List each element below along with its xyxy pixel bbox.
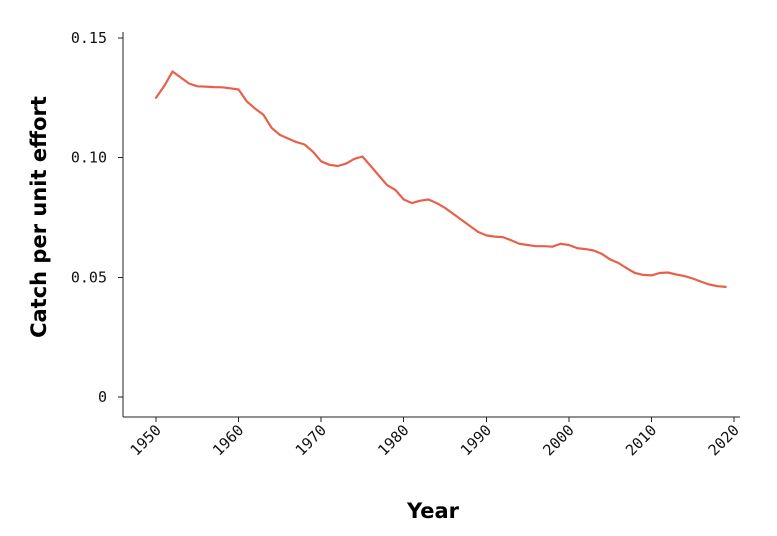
x-tick-label: 2010	[622, 421, 660, 459]
y-axis-title: Catch per unit effort	[27, 96, 51, 338]
x-tick-label: 1980	[374, 421, 412, 459]
x-tick-label: 1960	[209, 421, 247, 459]
x-axis: 1950 1960 1970 1980 1990 2000 2010 2020	[123, 416, 743, 459]
y-tick-label: 0.10	[71, 149, 107, 167]
x-tick-label: 1950	[127, 421, 165, 459]
plot-area	[154, 70, 727, 288]
x-axis-title: Year	[406, 499, 460, 523]
x-tick-label: 2000	[539, 421, 577, 459]
series-line	[154, 70, 727, 288]
x-tick-label: 1970	[292, 421, 330, 459]
y-axis: 0 0.05 0.10 0.15	[71, 29, 124, 417]
y-tick-label: 0.15	[71, 29, 107, 47]
y-tick-label: 0	[98, 388, 107, 406]
x-tick-label: 2020	[705, 421, 743, 459]
y-tick-label: 0.05	[71, 268, 107, 286]
x-tick-label: 1990	[457, 421, 495, 459]
